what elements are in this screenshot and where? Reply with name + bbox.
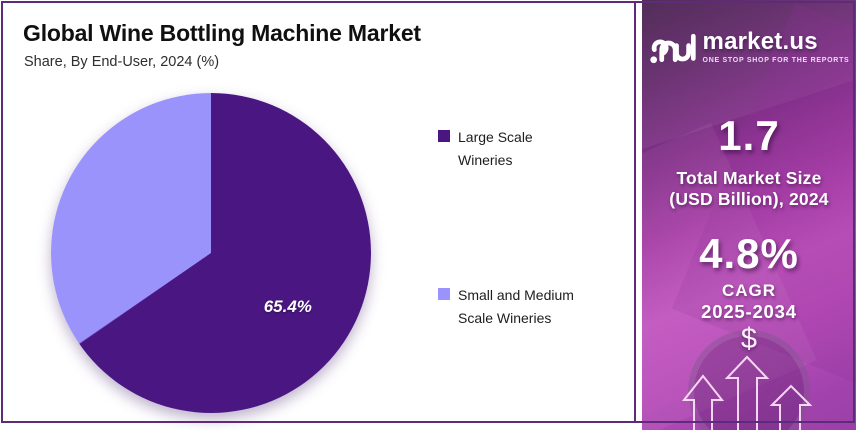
legend-swatch-small-medium — [438, 288, 450, 300]
growth-arrows-icon — [681, 355, 813, 430]
pie-slice-label: 65.4% — [263, 297, 312, 317]
legend-swatch-large-scale — [438, 130, 450, 142]
brand-name: market.us — [702, 28, 818, 55]
marketus-logo-icon — [649, 33, 696, 64]
pie-slices — [51, 93, 371, 413]
brand-tagline: ONE STOP SHOP FOR THE REPORTS — [702, 57, 850, 64]
market-size-value: 1.7 — [718, 112, 780, 159]
legend-item-large-scale-wineries: Large Scale Wineries — [438, 126, 583, 171]
market-size-label: Total Market Size (USD Billion), 2024 — [669, 168, 829, 210]
dollar-icon: $ — [740, 323, 758, 355]
brand-text-block: market.us ONE STOP SHOP FOR THE REPORTS — [702, 28, 850, 65]
pie-chart: 65.4% — [51, 93, 371, 413]
cagr-period: 2025-2034 — [701, 301, 797, 322]
legend-label: Small and Medium Scale Wineries — [458, 287, 574, 326]
chart-area: Global Wine Bottling Machine Market Shar… — [23, 20, 628, 413]
chart-sidebar-gap — [636, 0, 642, 430]
chart-title: Global Wine Bottling Machine Market — [23, 20, 421, 46]
cagr-value: 4.8% — [699, 230, 799, 277]
brand-logo: market.us ONE STOP SHOP FOR THE REPORTS — [642, 26, 856, 68]
cagr-label: CAGR — [721, 281, 777, 300]
legend-item-small-medium-wineries: Small and Medium Scale Wineries — [438, 284, 583, 329]
sidebar: market.us ONE STOP SHOP FOR THE REPORTS … — [642, 0, 856, 430]
chart-subtitle: Share, By End-User, 2024 (%) — [24, 54, 220, 70]
legend-label: Large Scale Wineries — [458, 129, 533, 168]
photo-overlay-glass — [688, 330, 810, 430]
vertical-divider — [634, 1, 636, 423]
legend: Large Scale Wineries Small and Medium Sc… — [438, 126, 628, 386]
